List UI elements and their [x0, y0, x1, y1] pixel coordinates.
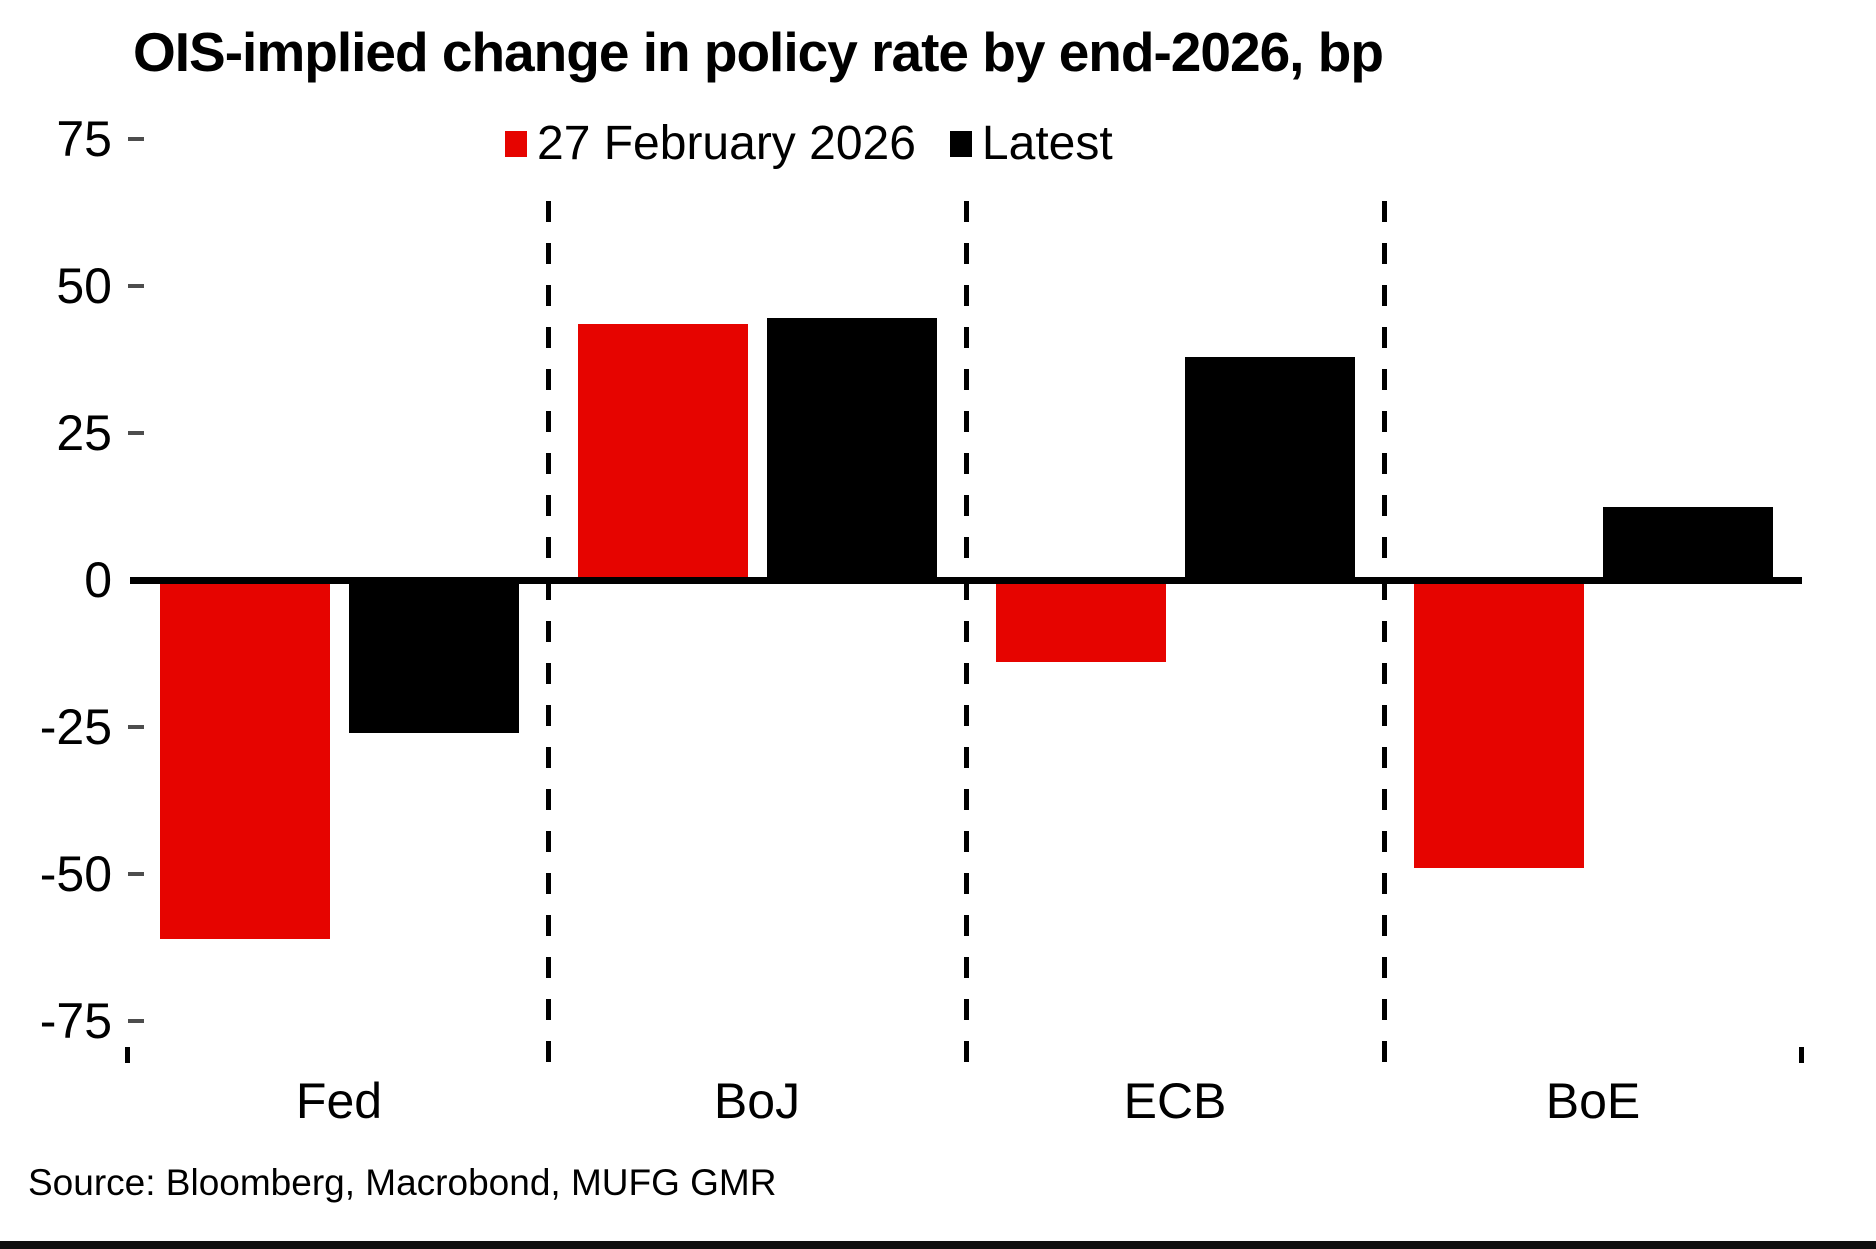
bar-boj-latest [767, 318, 937, 580]
zero-baseline [130, 576, 1802, 584]
y-axis-label: -25 [39, 699, 112, 755]
bar-ecb-feb [996, 580, 1166, 663]
legend-feb-swatch-icon [505, 131, 527, 157]
bar-ecb-latest [1185, 356, 1355, 580]
bar-boe-feb [1414, 580, 1584, 869]
legend: 27 February 2026 Latest [505, 116, 1113, 172]
category-label-boj: BoJ [713, 1073, 801, 1129]
y-axis-label: -75 [39, 993, 112, 1049]
y-axis-tick [128, 1019, 144, 1023]
x-axis-edge-tick [1799, 1047, 1804, 1063]
bar-boe-latest [1603, 506, 1773, 580]
bar-boj-feb [578, 324, 748, 580]
y-axis-tick [128, 872, 144, 876]
category-label-boe: BoE [1545, 1073, 1641, 1129]
y-axis-label: -50 [39, 846, 112, 902]
y-axis-label: 75 [56, 111, 112, 167]
legend-feb-label: 27 February 2026 [537, 117, 916, 170]
category-separator-line [963, 180, 969, 1062]
y-axis-tick [128, 137, 144, 141]
x-axis-edge-tick [125, 1047, 130, 1063]
y-axis-label: 0 [84, 552, 112, 608]
y-axis-label: 50 [56, 258, 112, 314]
source-note: Source: Bloomberg, Macrobond, MUFG GMR [28, 1162, 777, 1203]
legend-latest-label: Latest [981, 117, 1113, 170]
y-axis-tick [128, 431, 144, 435]
bar-fed-latest [349, 580, 519, 733]
category-label-ecb: ECB [1123, 1073, 1227, 1129]
y-axis-tick [128, 725, 144, 729]
category-separator-line [1381, 180, 1387, 1062]
chart-title: OIS-implied change in policy rate by end… [133, 21, 1384, 83]
legend-latest-swatch-icon [949, 131, 972, 157]
category-label-fed: Fed [295, 1073, 383, 1129]
category-separator-line [545, 180, 551, 1062]
bar-fed-feb [160, 580, 330, 939]
y-axis-label: 25 [56, 405, 112, 461]
bottom-divider [0, 1241, 1876, 1249]
y-axis-tick [128, 284, 144, 288]
